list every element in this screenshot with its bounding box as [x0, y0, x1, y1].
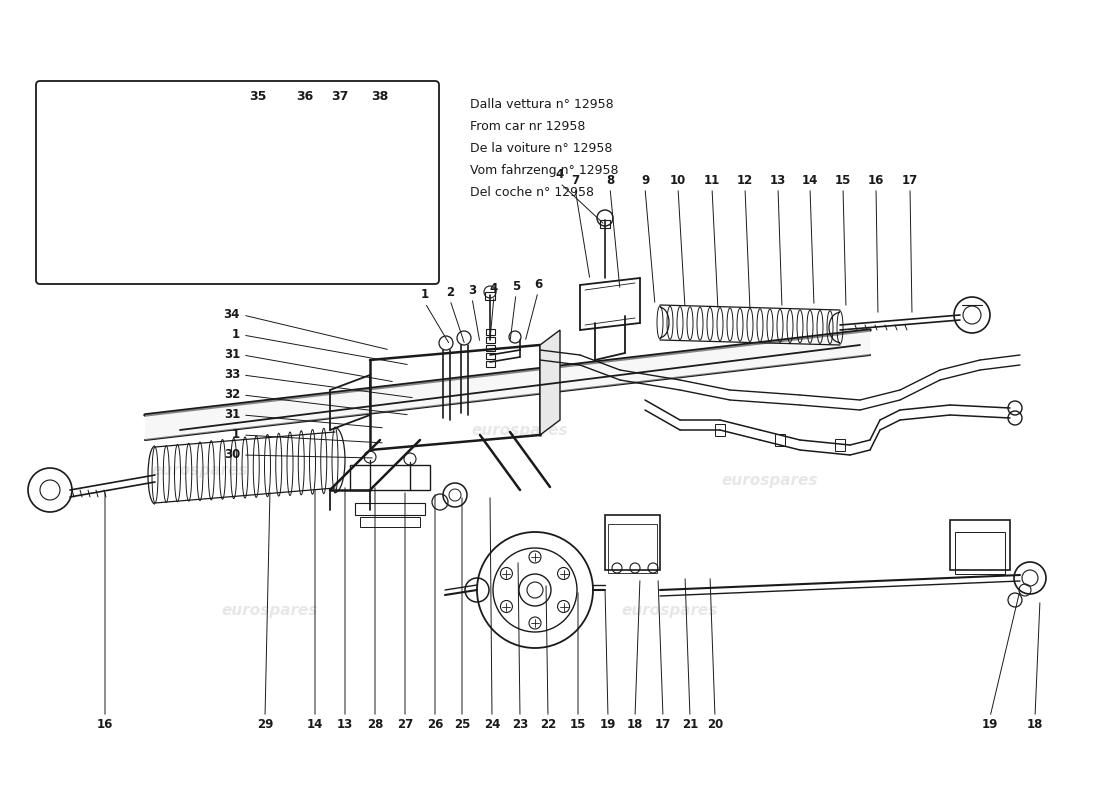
- Bar: [605, 515, 660, 570]
- Text: 4: 4: [490, 282, 498, 294]
- Text: 31: 31: [223, 409, 240, 422]
- Text: 33: 33: [223, 369, 240, 382]
- Text: 20: 20: [707, 718, 723, 731]
- Bar: [486, 329, 495, 335]
- Text: 18: 18: [1026, 718, 1043, 731]
- Bar: [835, 439, 845, 451]
- Text: 14: 14: [307, 718, 323, 731]
- Polygon shape: [145, 330, 870, 440]
- Text: 5: 5: [512, 279, 520, 293]
- FancyBboxPatch shape: [36, 81, 439, 284]
- Text: 13: 13: [337, 718, 353, 731]
- Text: 17: 17: [902, 174, 918, 186]
- Bar: [288, 163, 312, 187]
- Bar: [360, 517, 420, 527]
- Text: 1: 1: [232, 329, 240, 342]
- Text: 34: 34: [223, 309, 240, 322]
- Bar: [955, 532, 1005, 574]
- Text: 17: 17: [654, 718, 671, 731]
- Text: 28: 28: [366, 718, 383, 731]
- Text: 19: 19: [600, 718, 616, 731]
- Text: 35: 35: [250, 90, 266, 103]
- Text: 15: 15: [570, 718, 586, 731]
- Text: 11: 11: [704, 174, 720, 186]
- Text: 21: 21: [682, 718, 698, 731]
- Text: 26: 26: [427, 718, 443, 731]
- Text: 1: 1: [232, 429, 240, 442]
- Text: 25: 25: [454, 718, 470, 731]
- Text: 7: 7: [571, 174, 579, 186]
- Text: Vom fahrzeng n° 12958: Vom fahrzeng n° 12958: [470, 164, 618, 177]
- Text: 15: 15: [835, 174, 851, 186]
- Bar: [486, 361, 495, 367]
- Text: 18: 18: [627, 718, 644, 731]
- Text: 4: 4: [556, 169, 564, 182]
- Text: De la voiture n° 12958: De la voiture n° 12958: [470, 142, 613, 155]
- Text: 38: 38: [372, 90, 388, 103]
- Text: 32: 32: [223, 389, 240, 402]
- Text: eurospares: eurospares: [472, 422, 569, 438]
- Text: 1: 1: [421, 289, 429, 302]
- Text: 36: 36: [296, 90, 314, 103]
- Text: 24: 24: [484, 718, 500, 731]
- Text: 16: 16: [868, 174, 884, 186]
- Text: 29: 29: [256, 718, 273, 731]
- Bar: [355, 503, 425, 515]
- Bar: [350, 465, 430, 490]
- Bar: [608, 524, 657, 573]
- Text: Del coche n° 12958: Del coche n° 12958: [470, 186, 594, 199]
- Text: eurospares: eurospares: [722, 473, 818, 487]
- Bar: [485, 292, 495, 300]
- Text: 31: 31: [223, 349, 240, 362]
- Text: 37: 37: [331, 90, 349, 103]
- Bar: [600, 220, 610, 228]
- Bar: [486, 337, 495, 343]
- Bar: [950, 520, 1010, 570]
- Text: 2: 2: [446, 286, 454, 298]
- Text: eurospares: eurospares: [621, 602, 718, 618]
- Text: 10: 10: [670, 174, 686, 186]
- Text: 27: 27: [397, 718, 414, 731]
- Text: 23: 23: [512, 718, 528, 731]
- Text: From car nr 12958: From car nr 12958: [470, 120, 585, 133]
- Text: 19: 19: [982, 718, 998, 731]
- Polygon shape: [540, 330, 560, 435]
- Bar: [715, 424, 725, 436]
- Text: 13: 13: [770, 174, 786, 186]
- Bar: [776, 434, 785, 446]
- Text: Dalla vettura n° 12958: Dalla vettura n° 12958: [470, 98, 614, 111]
- Text: eurospares: eurospares: [152, 462, 249, 478]
- Bar: [486, 353, 495, 359]
- Circle shape: [371, 170, 381, 180]
- Text: 14: 14: [802, 174, 818, 186]
- Text: 6: 6: [534, 278, 542, 290]
- Text: 9: 9: [641, 174, 649, 186]
- Text: 22: 22: [540, 718, 557, 731]
- Bar: [486, 345, 495, 351]
- Text: 16: 16: [97, 718, 113, 731]
- Text: eurospares: eurospares: [222, 602, 318, 618]
- Text: 3: 3: [468, 283, 476, 297]
- Text: 8: 8: [606, 174, 614, 186]
- Text: 30: 30: [223, 449, 240, 462]
- Text: 12: 12: [737, 174, 754, 186]
